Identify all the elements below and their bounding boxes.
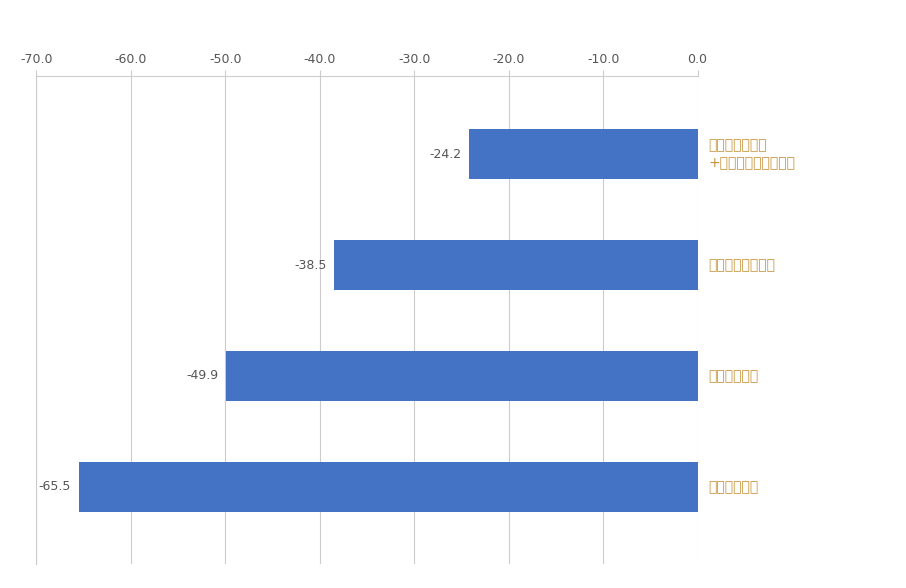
Text: よく知っている
+ある程度知っている: よく知っている +ある程度知っている [708,138,795,171]
Bar [226,351,698,401]
Text: -65.5: -65.5 [39,480,72,493]
Text: よく知らない: よく知らない [708,369,759,383]
Bar [469,129,698,179]
Bar [334,240,698,290]
Text: 全く知らない: 全く知らない [708,480,759,494]
Text: -49.9: -49.9 [187,369,218,382]
Text: 聞いたことがある: 聞いたことがある [708,258,776,272]
Text: -24.2: -24.2 [429,148,461,161]
Text: -38.5: -38.5 [294,259,326,272]
Bar [79,462,698,512]
